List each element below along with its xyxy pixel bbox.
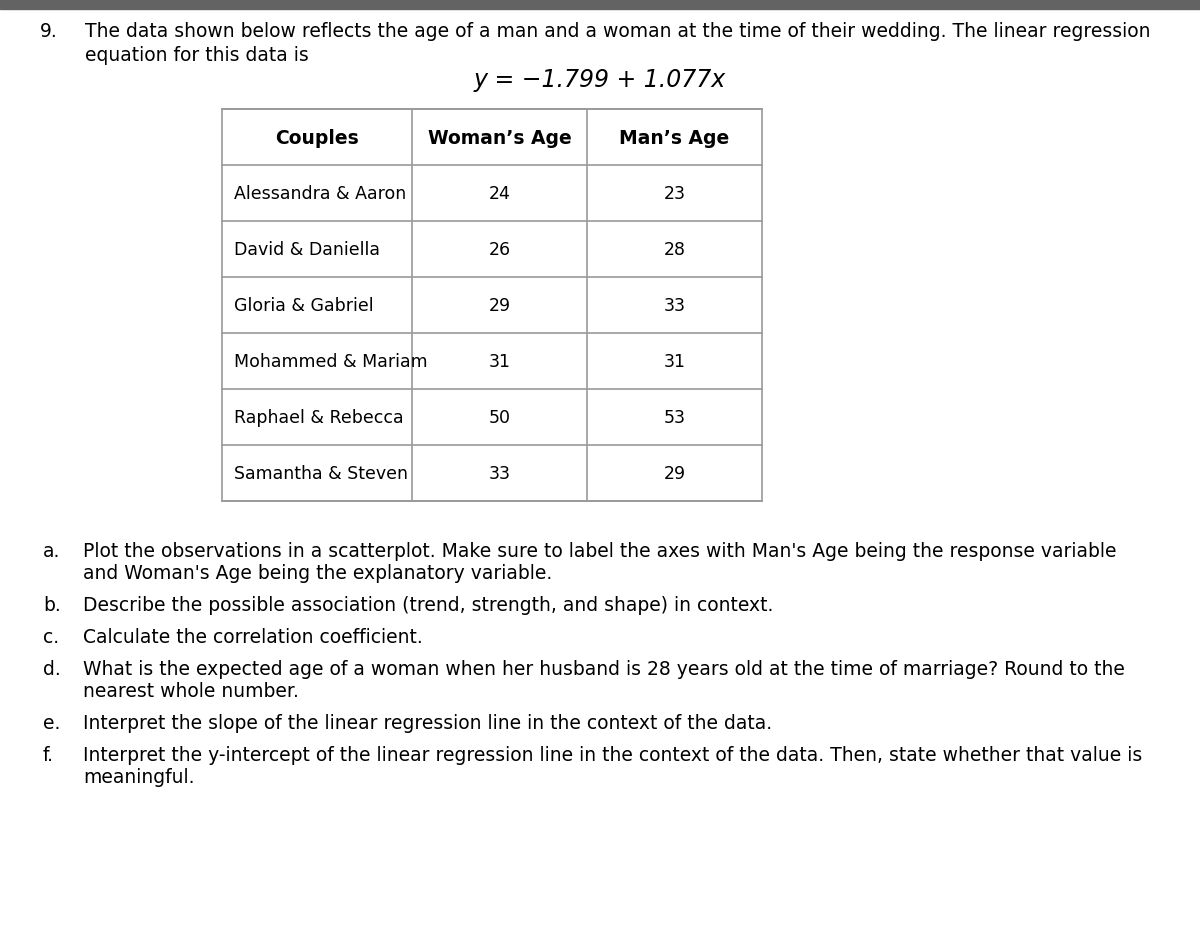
Text: c.: c. bbox=[43, 627, 59, 646]
Text: Alessandra & Aaron: Alessandra & Aaron bbox=[234, 185, 407, 203]
Text: Mohammed & Mariam: Mohammed & Mariam bbox=[234, 353, 427, 370]
Text: 26: 26 bbox=[488, 240, 510, 259]
Text: David & Daniella: David & Daniella bbox=[234, 240, 380, 259]
Text: Couples: Couples bbox=[275, 128, 359, 148]
Text: meaningful.: meaningful. bbox=[83, 767, 194, 786]
Text: b.: b. bbox=[43, 596, 61, 614]
Text: d.: d. bbox=[43, 659, 61, 678]
Text: 23: 23 bbox=[664, 185, 685, 203]
Text: a.: a. bbox=[43, 541, 60, 561]
Text: 24: 24 bbox=[488, 185, 510, 203]
Text: Describe the possible association (trend, strength, and shape) in context.: Describe the possible association (trend… bbox=[83, 596, 773, 614]
Text: nearest whole number.: nearest whole number. bbox=[83, 681, 299, 701]
Bar bbox=[0, 0, 1200, 10]
Text: Samantha & Steven: Samantha & Steven bbox=[234, 465, 408, 483]
Text: equation for this data is: equation for this data is bbox=[85, 46, 308, 65]
Text: 53: 53 bbox=[664, 408, 685, 427]
Text: 29: 29 bbox=[664, 465, 685, 483]
Text: 9.: 9. bbox=[40, 22, 58, 41]
Text: 29: 29 bbox=[488, 297, 510, 315]
Text: Woman’s Age: Woman’s Age bbox=[427, 128, 571, 148]
Text: 28: 28 bbox=[664, 240, 685, 259]
Text: Gloria & Gabriel: Gloria & Gabriel bbox=[234, 297, 373, 315]
Text: Interpret the y-intercept of the linear regression line in the context of the da: Interpret the y-intercept of the linear … bbox=[83, 745, 1142, 764]
Text: e.: e. bbox=[43, 714, 60, 732]
Text: Raphael & Rebecca: Raphael & Rebecca bbox=[234, 408, 403, 427]
Text: y = −1.799 + 1.077x: y = −1.799 + 1.077x bbox=[474, 68, 726, 92]
Text: Calculate the correlation coefficient.: Calculate the correlation coefficient. bbox=[83, 627, 422, 646]
Text: Interpret the slope of the linear regression line in the context of the data.: Interpret the slope of the linear regres… bbox=[83, 714, 772, 732]
Text: The data shown below reflects the age of a man and a woman at the time of their : The data shown below reflects the age of… bbox=[85, 22, 1151, 41]
Text: 31: 31 bbox=[488, 353, 510, 370]
Text: f.: f. bbox=[43, 745, 54, 764]
Text: and Woman's Age being the explanatory variable.: and Woman's Age being the explanatory va… bbox=[83, 563, 552, 583]
Text: Man’s Age: Man’s Age bbox=[619, 128, 730, 148]
Text: 33: 33 bbox=[664, 297, 685, 315]
Text: Plot the observations in a scatterplot. Make sure to label the axes with Man's A: Plot the observations in a scatterplot. … bbox=[83, 541, 1116, 561]
Text: 31: 31 bbox=[664, 353, 685, 370]
Text: 50: 50 bbox=[488, 408, 510, 427]
Text: 33: 33 bbox=[488, 465, 510, 483]
Bar bbox=[222, 110, 762, 501]
Text: What is the expected age of a woman when her husband is 28 years old at the time: What is the expected age of a woman when… bbox=[83, 659, 1124, 678]
